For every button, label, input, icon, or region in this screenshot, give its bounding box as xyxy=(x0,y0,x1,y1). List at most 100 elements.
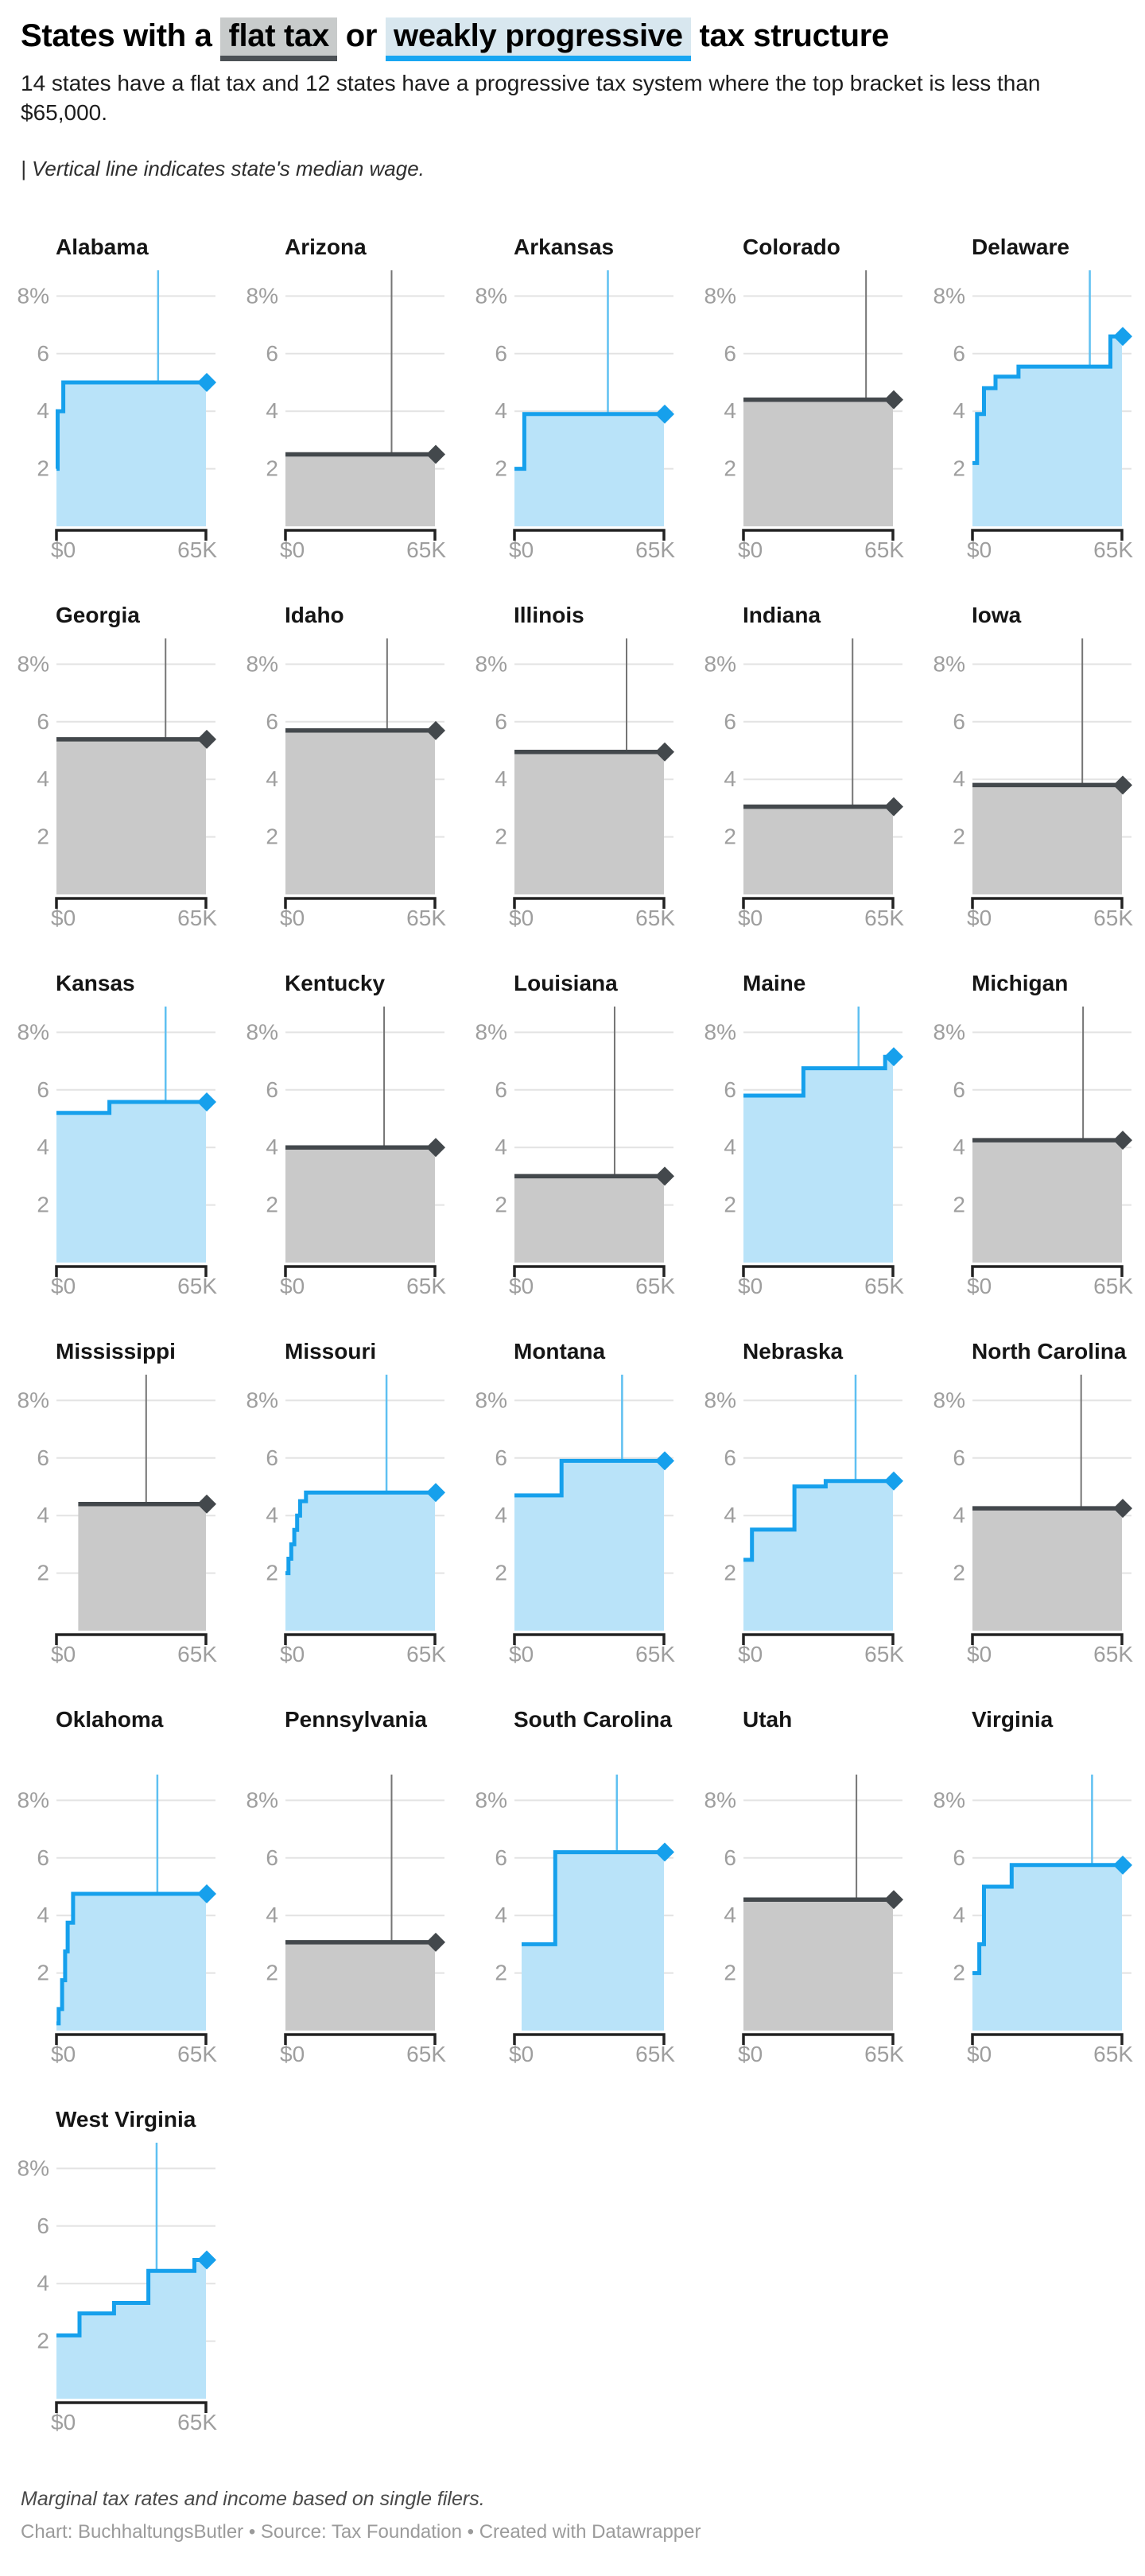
y-tick-label: 6 xyxy=(495,341,507,366)
tax-rate-step-line xyxy=(514,1458,664,1498)
y-tick-label: 4 xyxy=(953,1135,965,1159)
top-rate-diamond-marker xyxy=(1113,1855,1132,1875)
y-tick-label: 4 xyxy=(495,1503,507,1527)
state-chart-cell: Mississippi 8% 6 4 2 $0 65K xyxy=(0,1330,229,1698)
state-title: Missouri xyxy=(285,1339,377,1364)
state-chart-cell: Maine 8% 6 4 2 $0 65K xyxy=(687,962,916,1330)
y-tick-label: 6 xyxy=(724,709,736,734)
state-chart: 8% 6 4 2 $0 65K xyxy=(475,638,675,930)
x-label-zero: $0 xyxy=(738,2042,763,2066)
y-tick-label: 6 xyxy=(266,341,278,366)
charts-grid: Alabama 8% 6 4 2 $0 65K Arizona 8% 6 4 2 $0 65K Arkans… xyxy=(0,226,1145,2466)
x-axis xyxy=(742,2033,895,2045)
y-tick-label: 6 xyxy=(495,1445,507,1470)
state-chart: 8% 6 4 2 $0 65K xyxy=(933,270,1133,562)
y-tick-label: 4 xyxy=(266,1503,278,1527)
y-tick-label: 8% xyxy=(704,1787,736,1812)
state-title: Arkansas xyxy=(514,235,615,259)
state-chart-cell: Illinois 8% 6 4 2 $0 65K xyxy=(458,594,687,962)
state-title: Arizona xyxy=(285,235,367,259)
tax-rate-step-line xyxy=(514,412,664,471)
tax-rate-area xyxy=(514,751,664,894)
x-axis xyxy=(55,1633,208,1645)
state-title: Virginia xyxy=(972,1707,1054,1732)
tax-rate-area xyxy=(56,1102,206,1263)
tax-rate-step-line xyxy=(56,1891,206,2026)
state-chart-cell: Oklahoma 8% 6 4 2 $0 65K xyxy=(0,1698,229,2098)
x-label-max: 65K xyxy=(406,906,446,930)
state-chart: 8% 6 4 2 $0 65K xyxy=(475,270,675,562)
state-chart-cell: Delaware 8% 6 4 2 $0 65K xyxy=(916,226,1145,594)
x-label-max: 65K xyxy=(635,1274,675,1298)
state-chart: 8% 6 4 2 $0 65K xyxy=(17,1775,217,2066)
x-label-max: 65K xyxy=(864,2042,904,2066)
y-tick-label: 6 xyxy=(953,1077,965,1102)
y-tick-label: 4 xyxy=(37,398,49,423)
x-label-max: 65K xyxy=(406,537,446,562)
y-tick-label: 2 xyxy=(953,1193,965,1217)
state-title: Alabama xyxy=(56,235,149,259)
y-tick-label: 4 xyxy=(266,1135,278,1159)
y-tick-label: 8% xyxy=(17,651,49,676)
tax-rate-area xyxy=(972,336,1122,526)
state-title: Illinois xyxy=(514,603,584,627)
state-chart: 8% 6 4 2 $0 65K xyxy=(17,638,217,930)
x-axis xyxy=(513,897,666,909)
tax-rate-area xyxy=(56,739,206,894)
y-tick-label: 4 xyxy=(953,766,965,791)
state-title: Louisiana xyxy=(514,971,618,995)
x-label-zero: $0 xyxy=(967,2042,992,2066)
y-tick-label: 2 xyxy=(724,1961,736,1985)
y-tick-label: 2 xyxy=(953,824,965,849)
y-tick-label: 8% xyxy=(933,1787,965,1812)
y-tick-label: 6 xyxy=(953,709,965,734)
state-title: Michigan xyxy=(972,971,1069,995)
x-label-zero: $0 xyxy=(280,1274,305,1298)
y-tick-label: 4 xyxy=(37,1903,49,1927)
x-axis xyxy=(284,1265,437,1277)
top-rate-diamond-marker xyxy=(1113,775,1132,795)
state-title: Maine xyxy=(743,971,806,995)
state-title: Mississippi xyxy=(56,1339,176,1364)
x-label-max: 65K xyxy=(864,537,904,562)
y-tick-label: 2 xyxy=(495,1561,507,1585)
y-tick-label: 4 xyxy=(724,1903,736,1927)
state-chart-cell: Arkansas 8% 6 4 2 $0 65K xyxy=(458,226,687,594)
x-axis xyxy=(742,529,895,541)
top-rate-diamond-marker xyxy=(655,1451,674,1471)
y-tick-label: 8% xyxy=(17,1387,49,1412)
title-suffix: tax structure xyxy=(690,18,890,53)
y-tick-label: 2 xyxy=(724,1561,736,1585)
tax-rate-area xyxy=(522,1852,664,2031)
state-chart-cell: Arizona 8% 6 4 2 $0 65K xyxy=(229,226,458,594)
y-tick-label: 8% xyxy=(933,283,965,308)
state-chart: 8% 6 4 2 $0 65K xyxy=(933,1375,1133,1666)
x-label-max: 65K xyxy=(635,537,675,562)
y-tick-label: 2 xyxy=(953,456,965,481)
state-chart-cell: Alabama 8% 6 4 2 $0 65K xyxy=(0,226,229,594)
state-chart-cell: South Carolina 8% 6 4 2 $0 65K xyxy=(458,1698,687,2098)
y-tick-label: 4 xyxy=(495,398,507,423)
x-label-max: 65K xyxy=(1093,537,1133,562)
y-tick-label: 2 xyxy=(37,2329,49,2353)
top-rate-diamond-marker xyxy=(655,742,674,762)
y-tick-label: 8% xyxy=(933,651,965,676)
x-label-zero: $0 xyxy=(738,1274,763,1298)
tax-rate-area xyxy=(743,1057,893,1263)
y-tick-label: 2 xyxy=(495,456,507,481)
top-rate-diamond-marker xyxy=(1113,327,1132,347)
state-chart-cell: Kansas 8% 6 4 2 $0 65K xyxy=(0,962,229,1330)
x-label-max: 65K xyxy=(177,906,217,930)
state-title: Montana xyxy=(514,1339,606,1364)
state-chart: 8% 6 4 2 $0 65K xyxy=(475,1775,675,2066)
y-tick-label: 2 xyxy=(724,456,736,481)
x-axis xyxy=(742,897,895,909)
x-axis xyxy=(971,1633,1124,1645)
y-tick-label: 8% xyxy=(475,283,507,308)
state-chart-cell: Iowa 8% 6 4 2 $0 65K xyxy=(916,594,1145,962)
y-tick-label: 2 xyxy=(266,1961,278,1985)
y-tick-label: 2 xyxy=(724,824,736,849)
y-tick-label: 2 xyxy=(266,456,278,481)
title-prefix: States with a xyxy=(21,18,221,53)
y-tick-label: 4 xyxy=(495,766,507,791)
